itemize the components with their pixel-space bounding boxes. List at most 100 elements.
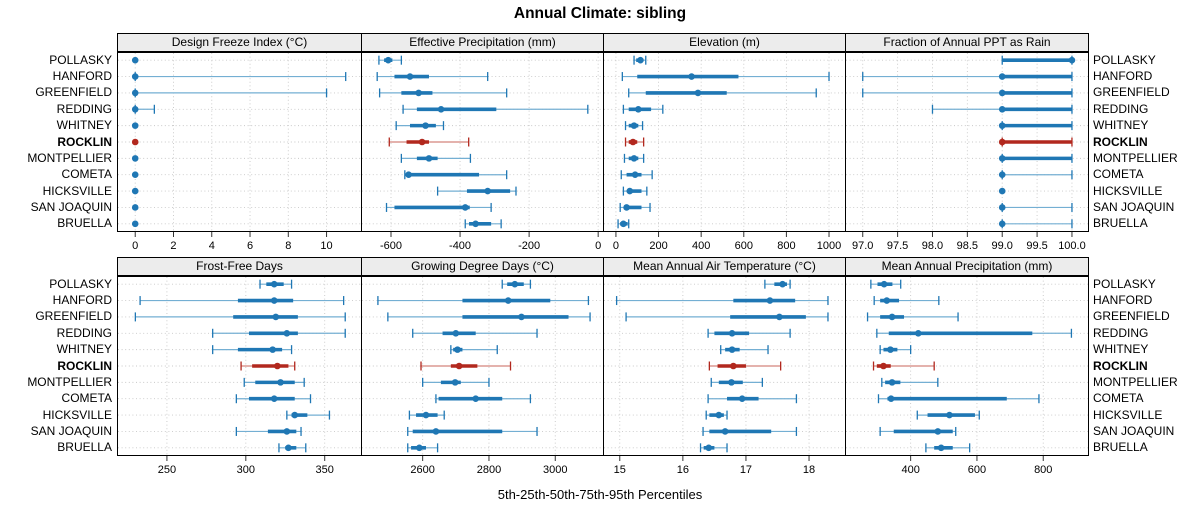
axis-tick-label: 6 (247, 240, 253, 252)
percentile-range-row (998, 137, 1073, 147)
percentile-range-row (131, 204, 139, 211)
median-dot (766, 297, 774, 304)
percentile-range-row (619, 202, 651, 212)
axis-tick-label: 98.0 (922, 240, 943, 252)
site-label-right: MONTPELLIER (1093, 150, 1178, 165)
percentile-range-row (720, 345, 769, 355)
axis-tick-label: -600 (380, 240, 402, 252)
median-dot (270, 297, 278, 304)
percentile-range-row (705, 410, 728, 420)
percentiles-caption: 5th-25th-50th-75th-95th Percentiles (497, 487, 703, 502)
axis-tick-label: 99.0 (992, 240, 1013, 252)
percentile-range-row (1001, 55, 1076, 65)
median-dot (274, 362, 281, 370)
median-dot (998, 171, 1006, 179)
median-dot (131, 73, 139, 80)
site-label-left: WHITNEY (56, 342, 112, 357)
axis-tick-label: 97.5 (887, 240, 908, 252)
median-dot (998, 122, 1006, 129)
median-dot (630, 122, 638, 129)
site-label-left: COMETA (61, 391, 112, 406)
median-dot (888, 313, 896, 321)
median-dot (131, 171, 139, 179)
percentile-range-row (998, 187, 1006, 195)
median-dot (728, 329, 736, 337)
site-label-right: SAN JOAQUIN (1093, 423, 1175, 438)
median-dot (406, 73, 414, 80)
median-dot (998, 155, 1006, 162)
percentile-range-row (404, 170, 508, 180)
percentile-range-row (617, 219, 630, 229)
percentile-range-row (702, 426, 798, 436)
percentile-range-row (622, 186, 648, 196)
axis-tick-label: 97.0 (852, 240, 873, 252)
median-dot (272, 313, 280, 321)
percentile-range-row (633, 55, 647, 65)
percentile-range-row (876, 328, 1073, 338)
percentile-range-row (235, 394, 312, 404)
percentile-range-row (377, 296, 590, 306)
axis-tick-label: 600 (735, 240, 753, 252)
percentile-range-row (407, 443, 439, 453)
percentile-range-row (286, 410, 331, 420)
axis-tick-label: 800 (1034, 464, 1052, 476)
median-dot (131, 220, 139, 228)
site-label-left: BRUELLA (57, 440, 112, 455)
panel-fraction-of-annual-ppt-as-rain: 97.0 97.5 98.0 98.5 99.0 99.5 100.0 (845, 52, 1089, 252)
site-label-left: WHITNEY (56, 118, 112, 133)
site-label-left: ROCKLIN (57, 358, 112, 373)
percentile-range-row (235, 426, 302, 436)
percentile-range-row (435, 394, 532, 404)
percentile-range-row (376, 72, 489, 82)
median-dot (131, 155, 139, 162)
site-label-left: REDDING (56, 325, 112, 340)
median-dot (270, 280, 278, 288)
axis-tick-label: 16 (677, 464, 689, 476)
median-dot (914, 329, 922, 337)
axis-tick-label: 17 (740, 464, 752, 476)
percentile-range-row (501, 279, 532, 289)
percentile-range-row (873, 296, 940, 306)
percentile-range-row (408, 410, 445, 420)
site-label-left: HANFORD (52, 293, 112, 308)
percentile-range-row (708, 361, 782, 371)
axis-tick-label: 350 (316, 464, 334, 476)
site-label-right: GREENFIELD (1093, 85, 1170, 100)
median-dot (620, 220, 627, 228)
panel-strip-title: Growing Degree Days (°C) (361, 257, 604, 276)
median-dot (416, 444, 423, 452)
median-dot (629, 138, 637, 146)
median-dot (131, 138, 139, 146)
percentile-range-row (139, 296, 345, 306)
axis-tick-label: 0 (613, 240, 619, 252)
panel-frost-free-days: 250 300 350 (117, 276, 362, 476)
percentile-range-row (395, 121, 445, 131)
site-label-right: POLLASKY (1093, 52, 1156, 67)
site-label-left: GREENFIELD (35, 85, 112, 100)
median-dot (422, 411, 430, 419)
percentile-range-row (378, 55, 403, 65)
median-dot (511, 280, 519, 288)
site-label-left: HICKSVILLE (42, 407, 112, 422)
panel-strip-title: Mean Annual Precipitation (mm) (845, 257, 1089, 276)
percentile-range-row (881, 377, 939, 387)
median-dot (131, 89, 139, 97)
site-label-right: GREENFIELD (1093, 309, 1170, 324)
percentile-range-row (422, 377, 490, 387)
median-dot (623, 204, 630, 211)
site-label-left: HICKSVILLE (42, 183, 112, 198)
median-dot (451, 379, 459, 386)
median-dot (934, 428, 942, 435)
percentile-range-row (243, 377, 305, 387)
median-dot (285, 444, 292, 452)
median-dot (452, 329, 460, 337)
panel-effective-precipitation-mm-: -600 -400 -200 0 (361, 52, 604, 252)
panel-mean-annual-precipitation-mm-: 400 600 800 (845, 276, 1089, 476)
axis-tick-label: 3000 (543, 464, 567, 476)
site-label-left: ROCKLIN (57, 134, 112, 149)
panel-strip-title: Mean Annual Air Temperature (°C) (603, 257, 846, 276)
percentile-range-row (400, 153, 472, 163)
site-label-left: SAN JOAQUIN (30, 199, 112, 214)
percentile-range-row (625, 312, 829, 322)
median-dot (131, 122, 139, 129)
